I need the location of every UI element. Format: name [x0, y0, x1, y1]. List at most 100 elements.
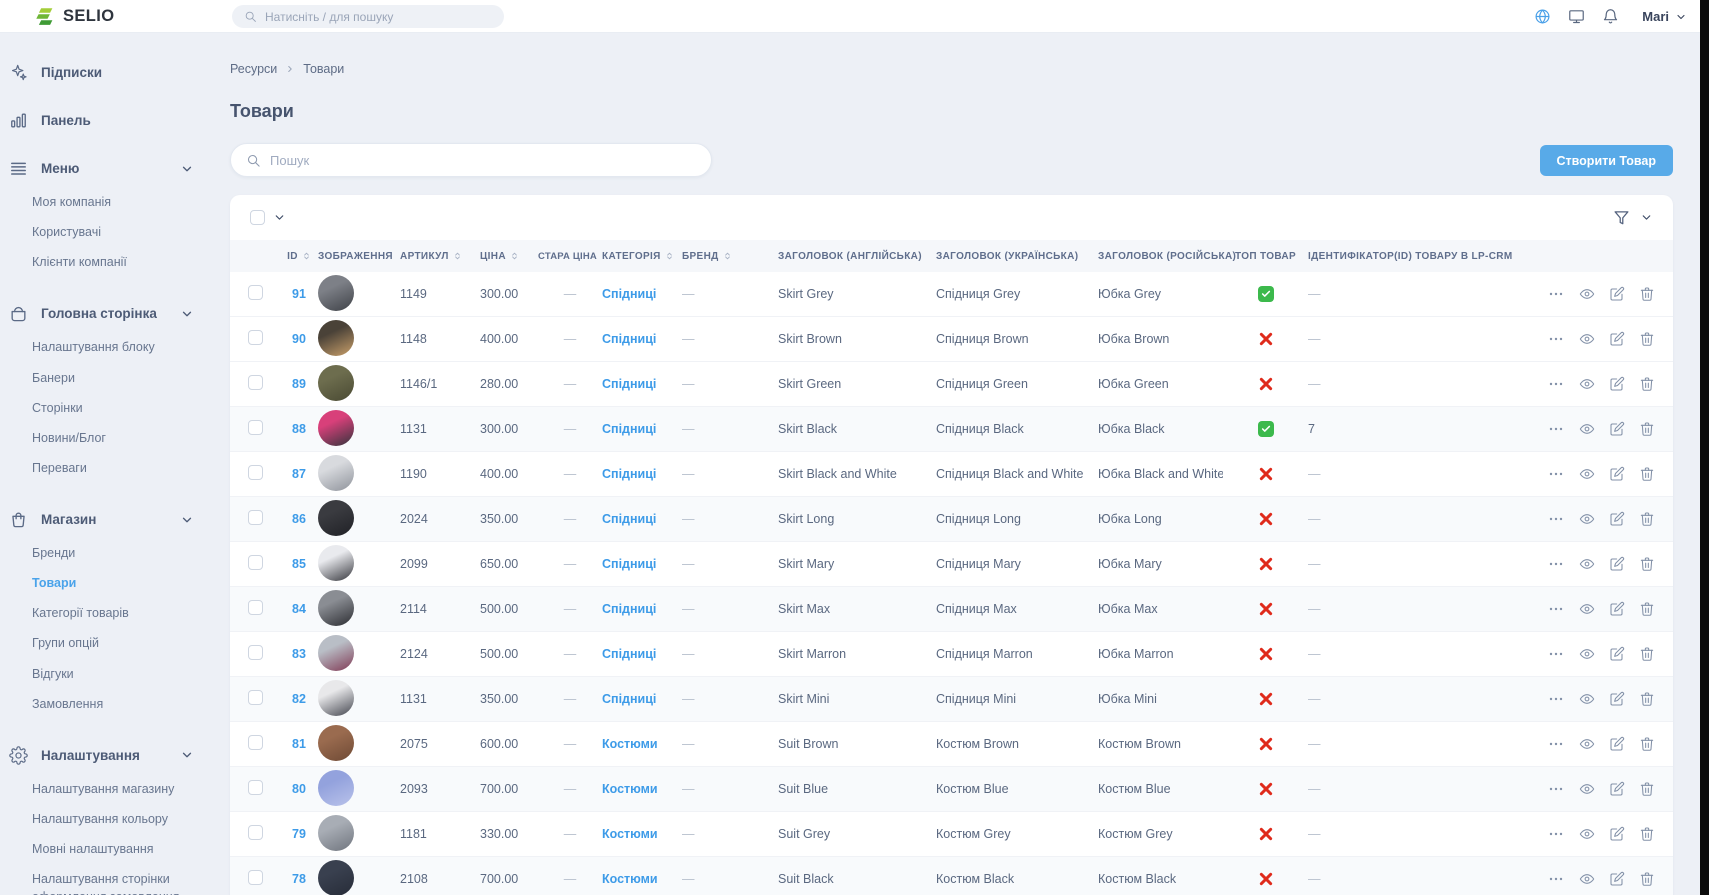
row-checkbox[interactable] — [248, 690, 263, 705]
row-checkbox[interactable] — [248, 330, 263, 345]
row-more-button[interactable] — [1547, 421, 1565, 437]
row-edit-button[interactable] — [1609, 556, 1625, 572]
row-edit-button[interactable] — [1609, 646, 1625, 662]
row-delete-button[interactable] — [1639, 286, 1655, 302]
row-more-button[interactable] — [1547, 556, 1565, 572]
row-delete-button[interactable] — [1639, 331, 1655, 347]
row-delete-button[interactable] — [1639, 511, 1655, 527]
row-view-button[interactable] — [1579, 781, 1595, 797]
product-category-link[interactable]: Костюми — [602, 872, 658, 886]
sidebar-item-news-blog[interactable]: Новини/Блог — [32, 430, 106, 445]
product-category-link[interactable]: Спідниці — [602, 287, 657, 301]
product-id-link[interactable]: 80 — [292, 782, 306, 796]
row-edit-button[interactable] — [1609, 376, 1625, 392]
sidebar-item-color-settings[interactable]: Налаштування кольору — [32, 811, 168, 826]
product-category-link[interactable]: Спідниці — [602, 602, 657, 616]
row-delete-button[interactable] — [1639, 646, 1655, 662]
product-id-link[interactable]: 85 — [292, 557, 306, 571]
product-category-link[interactable]: Спідниці — [602, 422, 657, 436]
row-more-button[interactable] — [1547, 601, 1565, 617]
select-all-checkbox[interactable] — [250, 210, 265, 225]
row-more-button[interactable] — [1547, 736, 1565, 752]
sidebar-item-users[interactable]: Користувачі — [32, 225, 102, 240]
sort-icon[interactable] — [723, 249, 732, 263]
row-edit-button[interactable] — [1609, 286, 1625, 302]
row-view-button[interactable] — [1579, 466, 1595, 482]
row-view-button[interactable] — [1579, 601, 1595, 617]
filter-icon[interactable] — [1613, 209, 1630, 226]
row-edit-button[interactable] — [1609, 781, 1625, 797]
row-more-button[interactable] — [1547, 376, 1565, 392]
sidebar-item-company-clients[interactable]: Клієнти компанії — [32, 255, 127, 270]
row-more-button[interactable] — [1547, 331, 1565, 347]
product-category-link[interactable]: Спідниці — [602, 332, 657, 346]
column-header-brand[interactable]: БРЕНД — [682, 249, 778, 263]
sidebar-item-language-settings[interactable]: Мовні налаштування — [32, 842, 154, 856]
row-checkbox[interactable] — [248, 510, 263, 525]
row-view-button[interactable] — [1579, 646, 1595, 662]
sidebar-item-checkout-page-settings[interactable]: Налаштування сторінки оформлення замовле… — [32, 872, 179, 895]
product-id-link[interactable]: 82 — [292, 692, 306, 706]
sidebar-item-banners[interactable]: Банери — [32, 370, 75, 385]
monitor-icon[interactable] — [1568, 8, 1585, 25]
product-category-link[interactable]: Спідниці — [602, 557, 657, 571]
row-more-button[interactable] — [1547, 646, 1565, 662]
row-delete-button[interactable] — [1639, 421, 1655, 437]
row-view-button[interactable] — [1579, 736, 1595, 752]
sort-icon[interactable] — [510, 249, 519, 263]
product-id-link[interactable]: 87 — [292, 467, 306, 481]
create-product-button[interactable]: Створити Товар — [1539, 145, 1673, 176]
product-category-link[interactable]: Костюми — [602, 737, 658, 751]
row-delete-button[interactable] — [1639, 691, 1655, 707]
column-header-article[interactable]: АРТИКУЛ — [400, 249, 480, 263]
sidebar-item-block-settings[interactable]: Налаштування блоку — [32, 340, 155, 355]
row-edit-button[interactable] — [1609, 826, 1625, 842]
row-checkbox[interactable] — [248, 465, 263, 480]
product-id-link[interactable]: 83 — [292, 647, 306, 661]
sidebar-section-menu-head[interactable]: Меню — [0, 151, 210, 186]
sidebar-item-brands[interactable]: Бренди — [32, 546, 76, 560]
sidebar-item-pages[interactable]: Сторінки — [32, 400, 83, 415]
product-category-link[interactable]: Спідниці — [602, 467, 657, 481]
product-category-link[interactable]: Костюми — [602, 782, 658, 796]
sort-icon[interactable] — [302, 249, 311, 263]
row-edit-button[interactable] — [1609, 511, 1625, 527]
row-more-button[interactable] — [1547, 871, 1565, 887]
product-id-link[interactable]: 86 — [292, 512, 306, 526]
row-delete-button[interactable] — [1639, 871, 1655, 887]
sidebar-item-option-groups[interactable]: Групи опцій — [32, 636, 99, 651]
product-category-link[interactable]: Спідниці — [602, 692, 657, 706]
row-edit-button[interactable] — [1609, 466, 1625, 482]
row-more-button[interactable] — [1547, 826, 1565, 842]
row-checkbox[interactable] — [248, 420, 263, 435]
row-edit-button[interactable] — [1609, 736, 1625, 752]
row-delete-button[interactable] — [1639, 736, 1655, 752]
sidebar-item-product-categories[interactable]: Категорії товарів — [32, 606, 129, 621]
row-delete-button[interactable] — [1639, 556, 1655, 572]
row-checkbox[interactable] — [248, 870, 263, 885]
product-id-link[interactable]: 84 — [292, 602, 306, 616]
product-id-link[interactable]: 78 — [292, 872, 306, 886]
row-view-button[interactable] — [1579, 556, 1595, 572]
row-edit-button[interactable] — [1609, 691, 1625, 707]
product-id-link[interactable]: 81 — [292, 737, 306, 751]
row-edit-button[interactable] — [1609, 421, 1625, 437]
row-more-button[interactable] — [1547, 511, 1565, 527]
sidebar-item-orders[interactable]: Замовлення — [32, 696, 104, 711]
row-checkbox[interactable] — [248, 780, 263, 795]
row-view-button[interactable] — [1579, 286, 1595, 302]
product-category-link[interactable]: Спідниці — [602, 647, 657, 661]
row-checkbox[interactable] — [248, 600, 263, 615]
column-header-id[interactable]: ID — [280, 249, 318, 263]
chevron-down-icon[interactable] — [273, 211, 286, 224]
row-checkbox[interactable] — [248, 375, 263, 390]
sidebar-section-shop-head[interactable]: Магазин — [0, 502, 210, 537]
row-more-button[interactable] — [1547, 286, 1565, 302]
row-checkbox[interactable] — [248, 555, 263, 570]
product-id-link[interactable]: 91 — [292, 287, 306, 301]
row-view-button[interactable] — [1579, 376, 1595, 392]
product-category-link[interactable]: Спідниці — [602, 512, 657, 526]
row-delete-button[interactable] — [1639, 376, 1655, 392]
row-more-button[interactable] — [1547, 466, 1565, 482]
column-header-category[interactable]: КАТЕГОРІЯ — [602, 249, 682, 263]
